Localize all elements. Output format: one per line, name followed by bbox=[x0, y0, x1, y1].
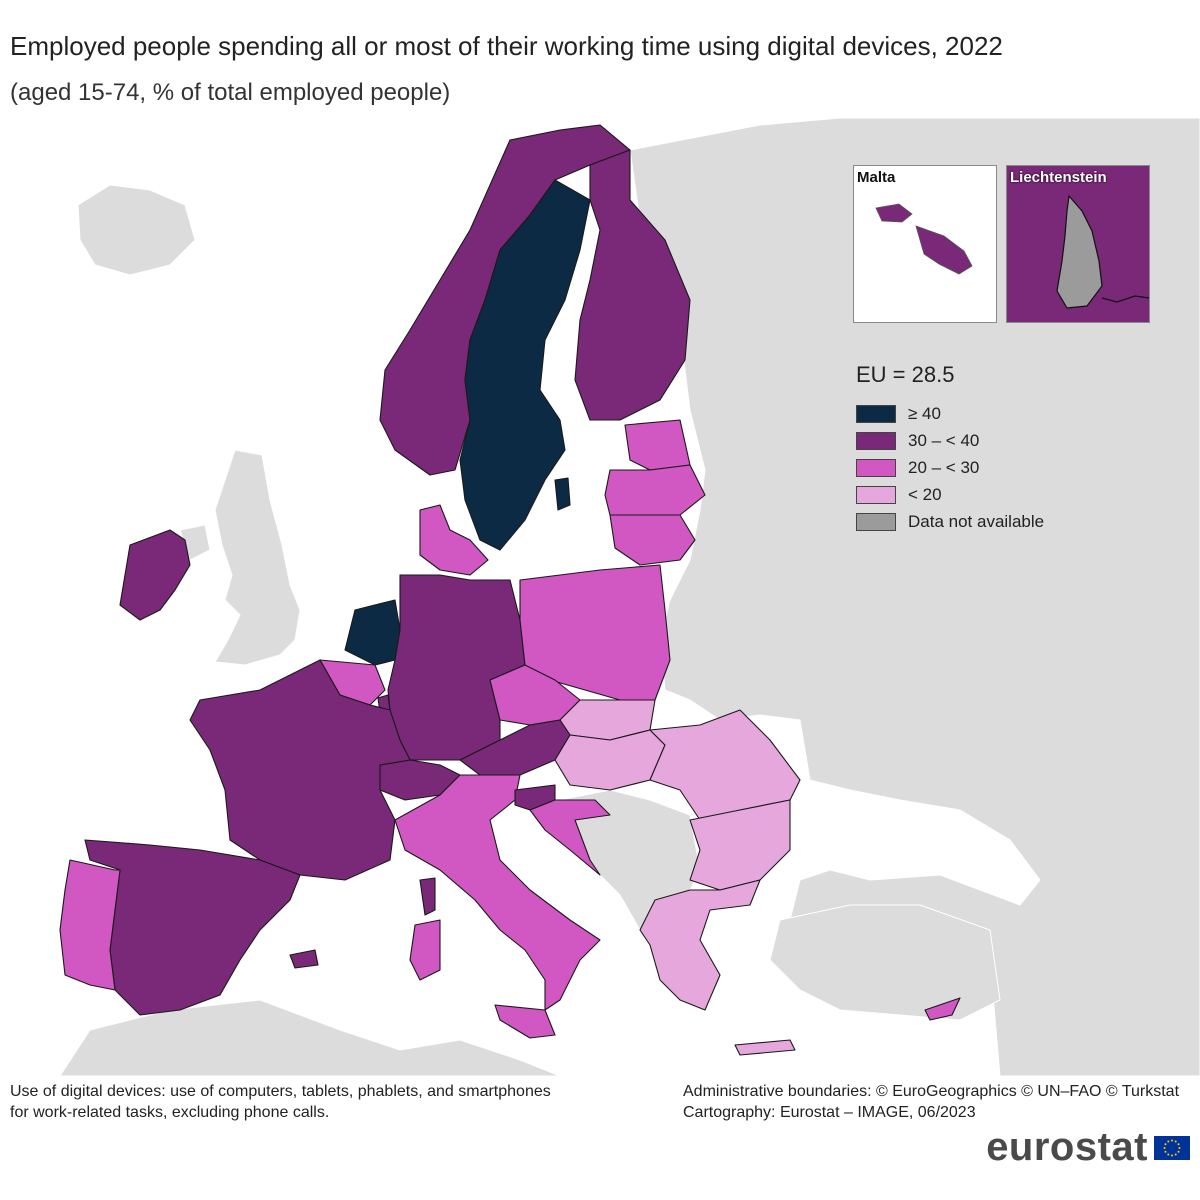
europe-map-svg bbox=[59, 118, 1200, 1076]
legend-swatch bbox=[856, 404, 896, 423]
inset-malta: Malta bbox=[853, 165, 997, 323]
region-denmark bbox=[419, 504, 489, 576]
liechtenstein-shape bbox=[1056, 194, 1103, 309]
malta-gozo-shape bbox=[875, 203, 913, 223]
region-sicily bbox=[494, 1004, 556, 1039]
region-netherlands bbox=[344, 599, 401, 666]
map-subtitle: (aged 15-74, % of total employed people) bbox=[10, 79, 451, 106]
malta-shape-svg bbox=[875, 203, 973, 275]
legend-label: Data not available bbox=[908, 511, 1045, 531]
credits: Administrative boundaries: © EuroGeograp… bbox=[683, 1081, 1198, 1123]
inset-malta-label: Malta bbox=[857, 169, 896, 186]
region-corsica bbox=[419, 877, 436, 916]
region-italy bbox=[394, 774, 601, 1011]
region-germany bbox=[387, 574, 526, 761]
region-lithuania bbox=[609, 514, 696, 566]
legend-swatch bbox=[856, 458, 896, 477]
legend-item: < 20 bbox=[856, 481, 1176, 508]
great-britain bbox=[214, 449, 301, 666]
region-crete bbox=[734, 1039, 796, 1056]
region-sardinia bbox=[409, 919, 441, 981]
liechtenstein-border-line bbox=[1101, 295, 1149, 303]
legend-label: ≥ 40 bbox=[908, 403, 941, 423]
north-africa bbox=[59, 999, 561, 1076]
legend-swatch bbox=[856, 485, 896, 504]
turkey bbox=[769, 904, 1001, 1021]
liechtenstein-shape-svg bbox=[1056, 194, 1149, 309]
legend-item: 30 – < 40 bbox=[856, 427, 1176, 454]
region-cyprus bbox=[924, 997, 961, 1021]
legend-label: < 20 bbox=[908, 484, 942, 504]
region-estonia bbox=[624, 419, 691, 471]
malta-main-shape bbox=[915, 225, 973, 275]
map-title: Employed people spending all or most of … bbox=[10, 31, 1003, 61]
region-greece bbox=[639, 879, 761, 1011]
region-balearics bbox=[289, 949, 319, 969]
region-portugal bbox=[59, 859, 121, 991]
eurostat-wordmark: eurostat bbox=[986, 1125, 1148, 1169]
footnote-line: Use of digital devices: use of computers… bbox=[10, 1083, 551, 1100]
region-ireland bbox=[119, 529, 191, 621]
region-finland bbox=[574, 149, 691, 421]
legend-title: EU = 28.5 bbox=[856, 362, 955, 387]
iceland bbox=[77, 184, 196, 276]
inset-liechtenstein: Liechtenstein bbox=[1006, 165, 1150, 323]
legend-item: Data not available bbox=[856, 508, 1176, 535]
credit-line: Cartography: Eurostat – IMAGE, 06/2023 bbox=[683, 1104, 976, 1121]
legend: EU = 28.5 ≥ 40 30 – < 40 20 – < 30 < 20 … bbox=[856, 362, 1176, 535]
eu-flag-icon bbox=[1154, 1135, 1190, 1160]
inset-liechtenstein-label: Liechtenstein bbox=[1010, 169, 1107, 186]
eurostat-logo: eurostat bbox=[986, 1125, 1190, 1170]
legend-swatch bbox=[856, 512, 896, 531]
credit-line: Administrative boundaries: © EuroGeograp… bbox=[683, 1083, 1180, 1100]
legend-label: 20 – < 30 bbox=[908, 457, 980, 477]
legend-label: 30 – < 40 bbox=[908, 430, 980, 450]
europe-map bbox=[0, 118, 1200, 1076]
legend-swatch bbox=[856, 431, 896, 450]
non-eu-land bbox=[59, 118, 1200, 1076]
eu-countries bbox=[59, 124, 961, 1056]
region-latvia bbox=[604, 464, 706, 516]
legend-item: ≥ 40 bbox=[856, 400, 1176, 427]
region-gotland bbox=[554, 477, 571, 511]
region-sweden bbox=[459, 179, 591, 551]
region-france bbox=[189, 659, 411, 881]
region-croatia bbox=[529, 799, 611, 876]
footnote-line: for work-related tasks, excluding phone … bbox=[10, 1104, 330, 1121]
region-spain bbox=[84, 839, 301, 1016]
legend-item: 20 – < 30 bbox=[856, 454, 1176, 481]
footnote: Use of digital devices: use of computers… bbox=[10, 1081, 630, 1123]
